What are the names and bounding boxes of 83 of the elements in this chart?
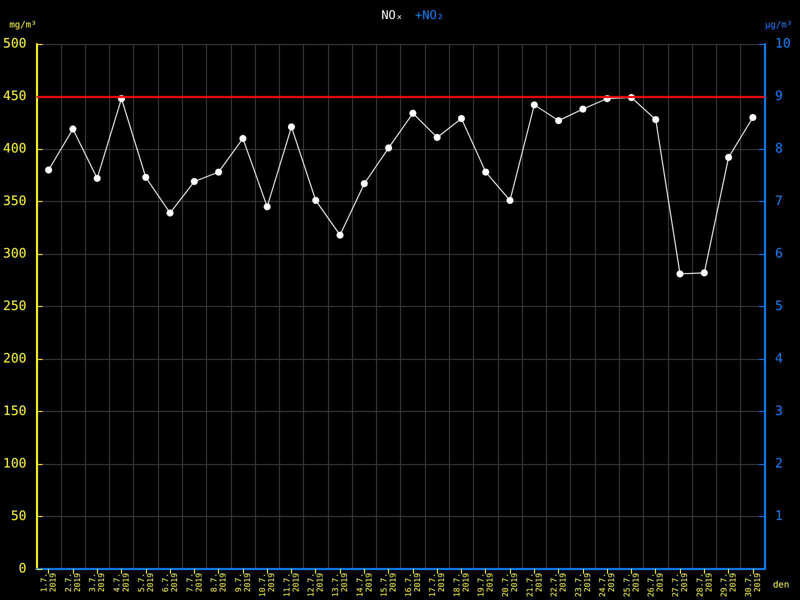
- y-tick-label: 400: [2, 141, 26, 156]
- point: [482, 168, 490, 176]
- point: [336, 232, 344, 239]
- x-tick-label: 28.7. 2019: [695, 572, 714, 598]
- chart-title: NOₓ: [381, 8, 403, 22]
- point: [264, 203, 271, 210]
- x-tick-label: 3.7. 2019: [88, 572, 106, 592]
- point: [458, 115, 465, 122]
- x-tick-label: 30.7. 2019: [744, 572, 762, 598]
- x-tick-label: 14.7. 2019: [355, 572, 374, 598]
- point: [506, 196, 514, 204]
- x-axis-title: den: [773, 580, 790, 590]
- point: [69, 126, 76, 133]
- y2-tick-label: 7: [775, 194, 783, 209]
- point: [239, 134, 246, 142]
- y2-tick-label: 4: [775, 351, 783, 366]
- chart-subtitle: +NO₂: [415, 8, 444, 22]
- y-tick-label: 100: [2, 456, 26, 472]
- point: [676, 270, 684, 278]
- x-tick-label: 16.7. 2019: [404, 572, 422, 598]
- y2-axis-title: µg/m³: [765, 20, 792, 30]
- x-tick-label: 12.7. 2019: [306, 572, 325, 598]
- x-tick-label: 23.7. 2019: [574, 572, 592, 598]
- x-tick-label: 27.7. 2019: [671, 572, 690, 598]
- point: [45, 166, 52, 174]
- x-tick-label: 8.7. 2019: [210, 572, 228, 592]
- x-tick-label: 4.7. 2019: [112, 572, 130, 592]
- x-tick-label: 7.7. 2019: [185, 572, 204, 592]
- y2-tick-label: 5: [775, 298, 783, 314]
- x-tick-label: 25.7. 2019: [622, 572, 640, 598]
- y2-tick-label: 8: [775, 141, 783, 156]
- point: [215, 168, 222, 176]
- point: [530, 101, 538, 108]
- x-tick-label: 18.7. 2019: [452, 572, 470, 598]
- x-tick-label: 13.7. 2019: [331, 572, 350, 598]
- y-tick-label: 250: [2, 298, 26, 314]
- y-tick-label: 350: [2, 194, 26, 209]
- y-tick-label: 300: [2, 246, 26, 262]
- x-tick-label: 17.7. 2019: [428, 572, 446, 598]
- y-tick-label: 500: [2, 36, 26, 52]
- y2-tick-label: 3: [775, 404, 783, 419]
- y2-tick-label: 6: [775, 246, 783, 262]
- point: [700, 269, 708, 276]
- x-tick-label: 21.7. 2019: [525, 572, 544, 598]
- x-tick-label: 19.7. 2019: [476, 572, 495, 598]
- point: [360, 180, 368, 188]
- x-tick-label: 26.7. 2019: [646, 572, 665, 598]
- y-tick-label: 200: [2, 351, 26, 366]
- x-tick-label: 24.7. 2019: [598, 572, 616, 598]
- point: [142, 174, 150, 181]
- x-tick-label: 1.7. 2019: [40, 572, 58, 592]
- x-tick-label: 9.7. 2019: [234, 572, 252, 592]
- point: [434, 134, 441, 141]
- x-tick-label: 15.7. 2019: [380, 572, 398, 598]
- y2-tick-label: 2: [775, 456, 783, 472]
- y2-tick-label: 9: [775, 88, 783, 104]
- x-tick-label: 29.7. 2019: [720, 572, 738, 598]
- y2-tick-label: 10: [775, 36, 791, 52]
- x-tick-label: 22.7. 2019: [550, 572, 568, 598]
- point: [385, 144, 392, 152]
- x-tick-label: 20.7. 2019: [501, 572, 520, 598]
- x-tick-label: 10.7. 2019: [258, 572, 276, 598]
- x-tick-label: 2.7. 2019: [64, 572, 82, 592]
- x-tick-label: 6.7. 2019: [161, 572, 180, 592]
- point: [94, 174, 101, 182]
- point: [555, 117, 562, 124]
- x-tick-label: 5.7. 2019: [136, 572, 155, 592]
- y2-tick-label: 1: [775, 508, 783, 524]
- point: [409, 110, 416, 117]
- point: [652, 116, 660, 124]
- point: [288, 123, 295, 130]
- point: [749, 114, 756, 121]
- point: [190, 178, 198, 186]
- y-axis-title: mg/m³: [9, 20, 36, 30]
- y-tick-label: 150: [2, 404, 26, 419]
- x-tick-label: 11.7. 2019: [282, 572, 300, 598]
- point: [579, 106, 586, 113]
- y-tick-label: 450: [2, 88, 26, 104]
- point: [312, 196, 320, 204]
- y-tick-label: 50: [10, 508, 26, 524]
- point: [166, 210, 174, 217]
- point: [725, 154, 732, 161]
- y-tick-label: 0: [18, 561, 26, 576]
